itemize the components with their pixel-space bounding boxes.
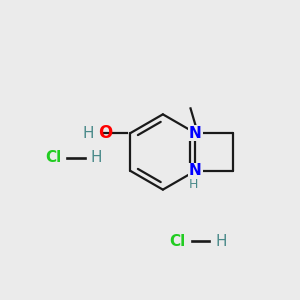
Text: O: O — [98, 124, 112, 142]
Text: Cl: Cl — [169, 234, 186, 249]
Text: H: H — [91, 150, 102, 165]
Text: Cl: Cl — [45, 150, 61, 165]
Text: H: H — [83, 126, 94, 141]
Text: N: N — [189, 163, 202, 178]
Text: N: N — [189, 126, 202, 141]
Text: H: H — [216, 234, 227, 249]
Text: H: H — [189, 178, 198, 191]
